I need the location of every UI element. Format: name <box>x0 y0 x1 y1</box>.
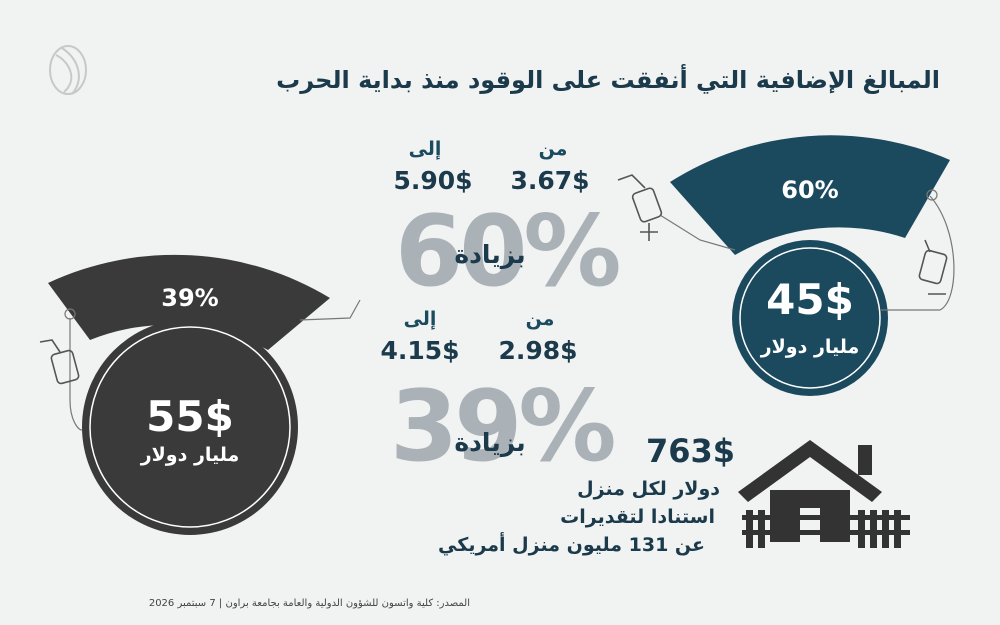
dark-to-value: 4.15$ <box>380 336 460 365</box>
blue-to-label: إلى <box>408 138 442 160</box>
blue-from-value: 3.67$ <box>510 166 590 195</box>
dark-increase-label: بزيادة <box>454 428 526 457</box>
fuel-nozzle-icon <box>39 339 80 385</box>
dark-from-label: من <box>525 308 555 330</box>
blue-unit: مليار دولار <box>760 336 860 358</box>
dark-to-label: إلى <box>403 308 437 330</box>
house-icon <box>738 440 910 548</box>
logo-icon <box>49 45 87 95</box>
blue-circle <box>732 240 888 396</box>
blue-to-value: 5.90$ <box>393 166 473 195</box>
dark-big-percent: 39% <box>390 370 617 484</box>
fuel-nozzle-icon <box>918 239 948 295</box>
dark-circle <box>82 319 298 535</box>
household-line-3: عن 131 مليون منزل أمريكي <box>438 534 705 556</box>
dark-unit: مليار دولار <box>140 444 240 466</box>
blue-big-percent: 60% <box>395 195 622 309</box>
blue-from-label: من <box>538 138 568 160</box>
blue-increase-label: بزيادة <box>454 240 526 269</box>
blue-amount: 45$ <box>766 275 854 324</box>
dark-fan-shape <box>48 254 330 350</box>
dark-percent-label: 39% <box>161 284 219 312</box>
dark-amount: 55$ <box>146 392 234 441</box>
blue-percent-label: 60% <box>781 176 839 204</box>
dark-from-value: 2.98$ <box>498 336 578 365</box>
household-amount: 763$ <box>645 432 735 470</box>
blue-fan-shape <box>670 135 950 255</box>
page-title: المبالغ الإضافية التي أنفقت على الوقود م… <box>276 66 940 94</box>
fuel-nozzle-icon <box>617 174 663 241</box>
household-line-2: استنادا لتقديرات <box>560 506 715 528</box>
household-line-1: دولار لكل منزل <box>577 478 720 500</box>
source-footer: المصدر: كلية واتسون للشؤون الدولية والعا… <box>148 598 470 609</box>
